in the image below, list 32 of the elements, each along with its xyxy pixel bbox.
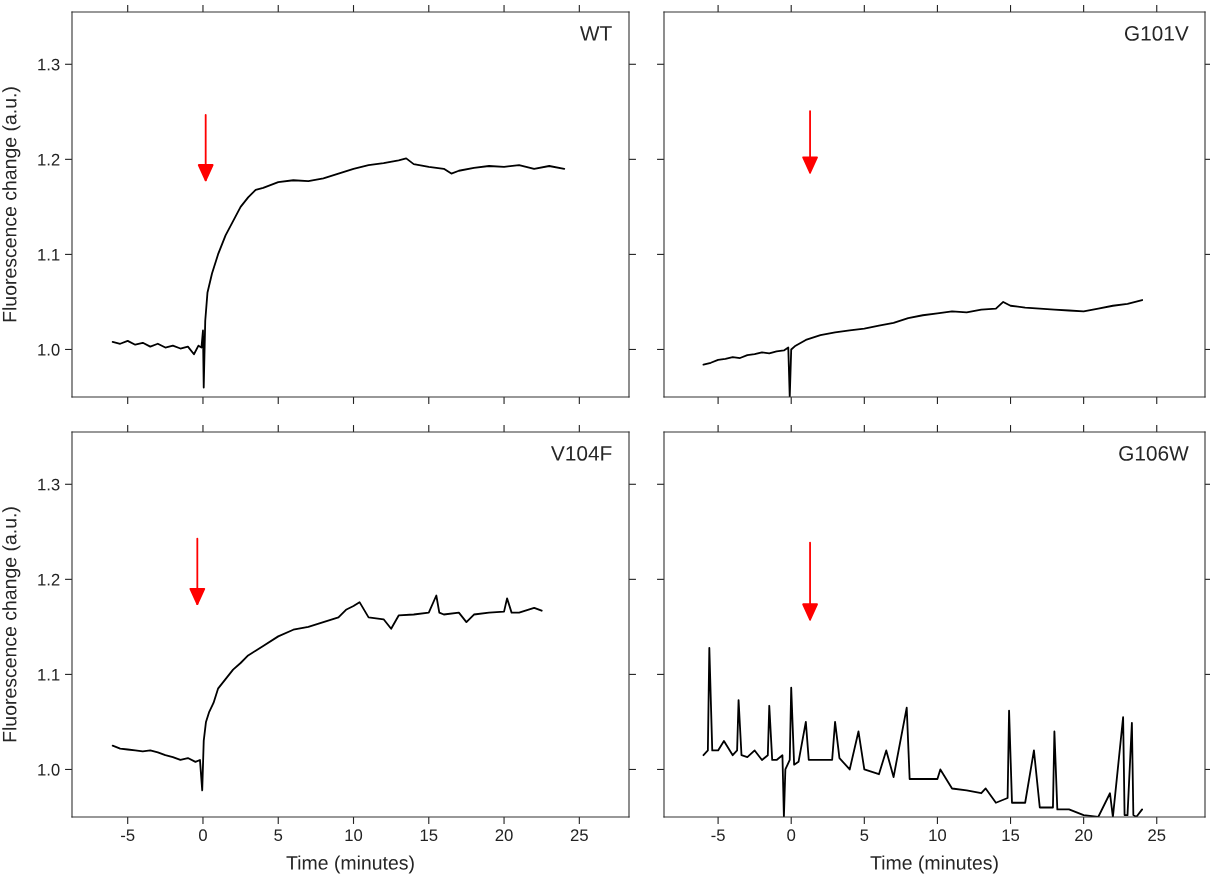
y-tick-label: 1.2 [38,153,60,166]
x-tick-label: 5 [860,829,869,842]
x-tick-label: 0 [787,829,796,842]
y-tick-label: 1.1 [38,248,60,261]
annotation: WT [579,26,612,41]
x-tick-label: 15 [1002,829,1020,842]
y-tick-label: 1.2 [38,573,60,586]
y-tick-label: 1.1 [38,668,60,681]
y-axis-title: Fluorescence change (a.u.) [2,87,21,322]
y-tick-label: 1.0 [38,763,60,776]
annotation: G101V [1124,26,1189,41]
x-tick-label: 10 [929,829,947,842]
x-tick-label: 25 [570,829,588,842]
x-tick-label: -5 [711,829,725,842]
y-axis-title: Fluorescence change (a.u.) [2,507,21,742]
x-tick-label: 20 [495,829,513,842]
y-tick-label: 1.0 [38,343,60,356]
x-tick-label: 0 [198,829,207,842]
line-series [111,594,543,792]
y-tick-label: 1.3 [38,58,60,71]
x-tick-label: 15 [420,829,438,842]
x-tick-label: 25 [1148,829,1166,842]
x-tick-label: 20 [1075,829,1093,842]
line-series [111,157,566,389]
annotation: V104F [551,446,612,461]
annotation: G106W [1119,446,1189,461]
y-tick-label: 1.3 [38,478,60,491]
x-axis-title: Time (minutes) [286,855,414,874]
x-tick-label: -5 [121,829,135,842]
x-axis-title: Time (minutes) [870,855,998,874]
x-tick-label: 10 [345,829,363,842]
x-tick-label: 5 [274,829,283,842]
